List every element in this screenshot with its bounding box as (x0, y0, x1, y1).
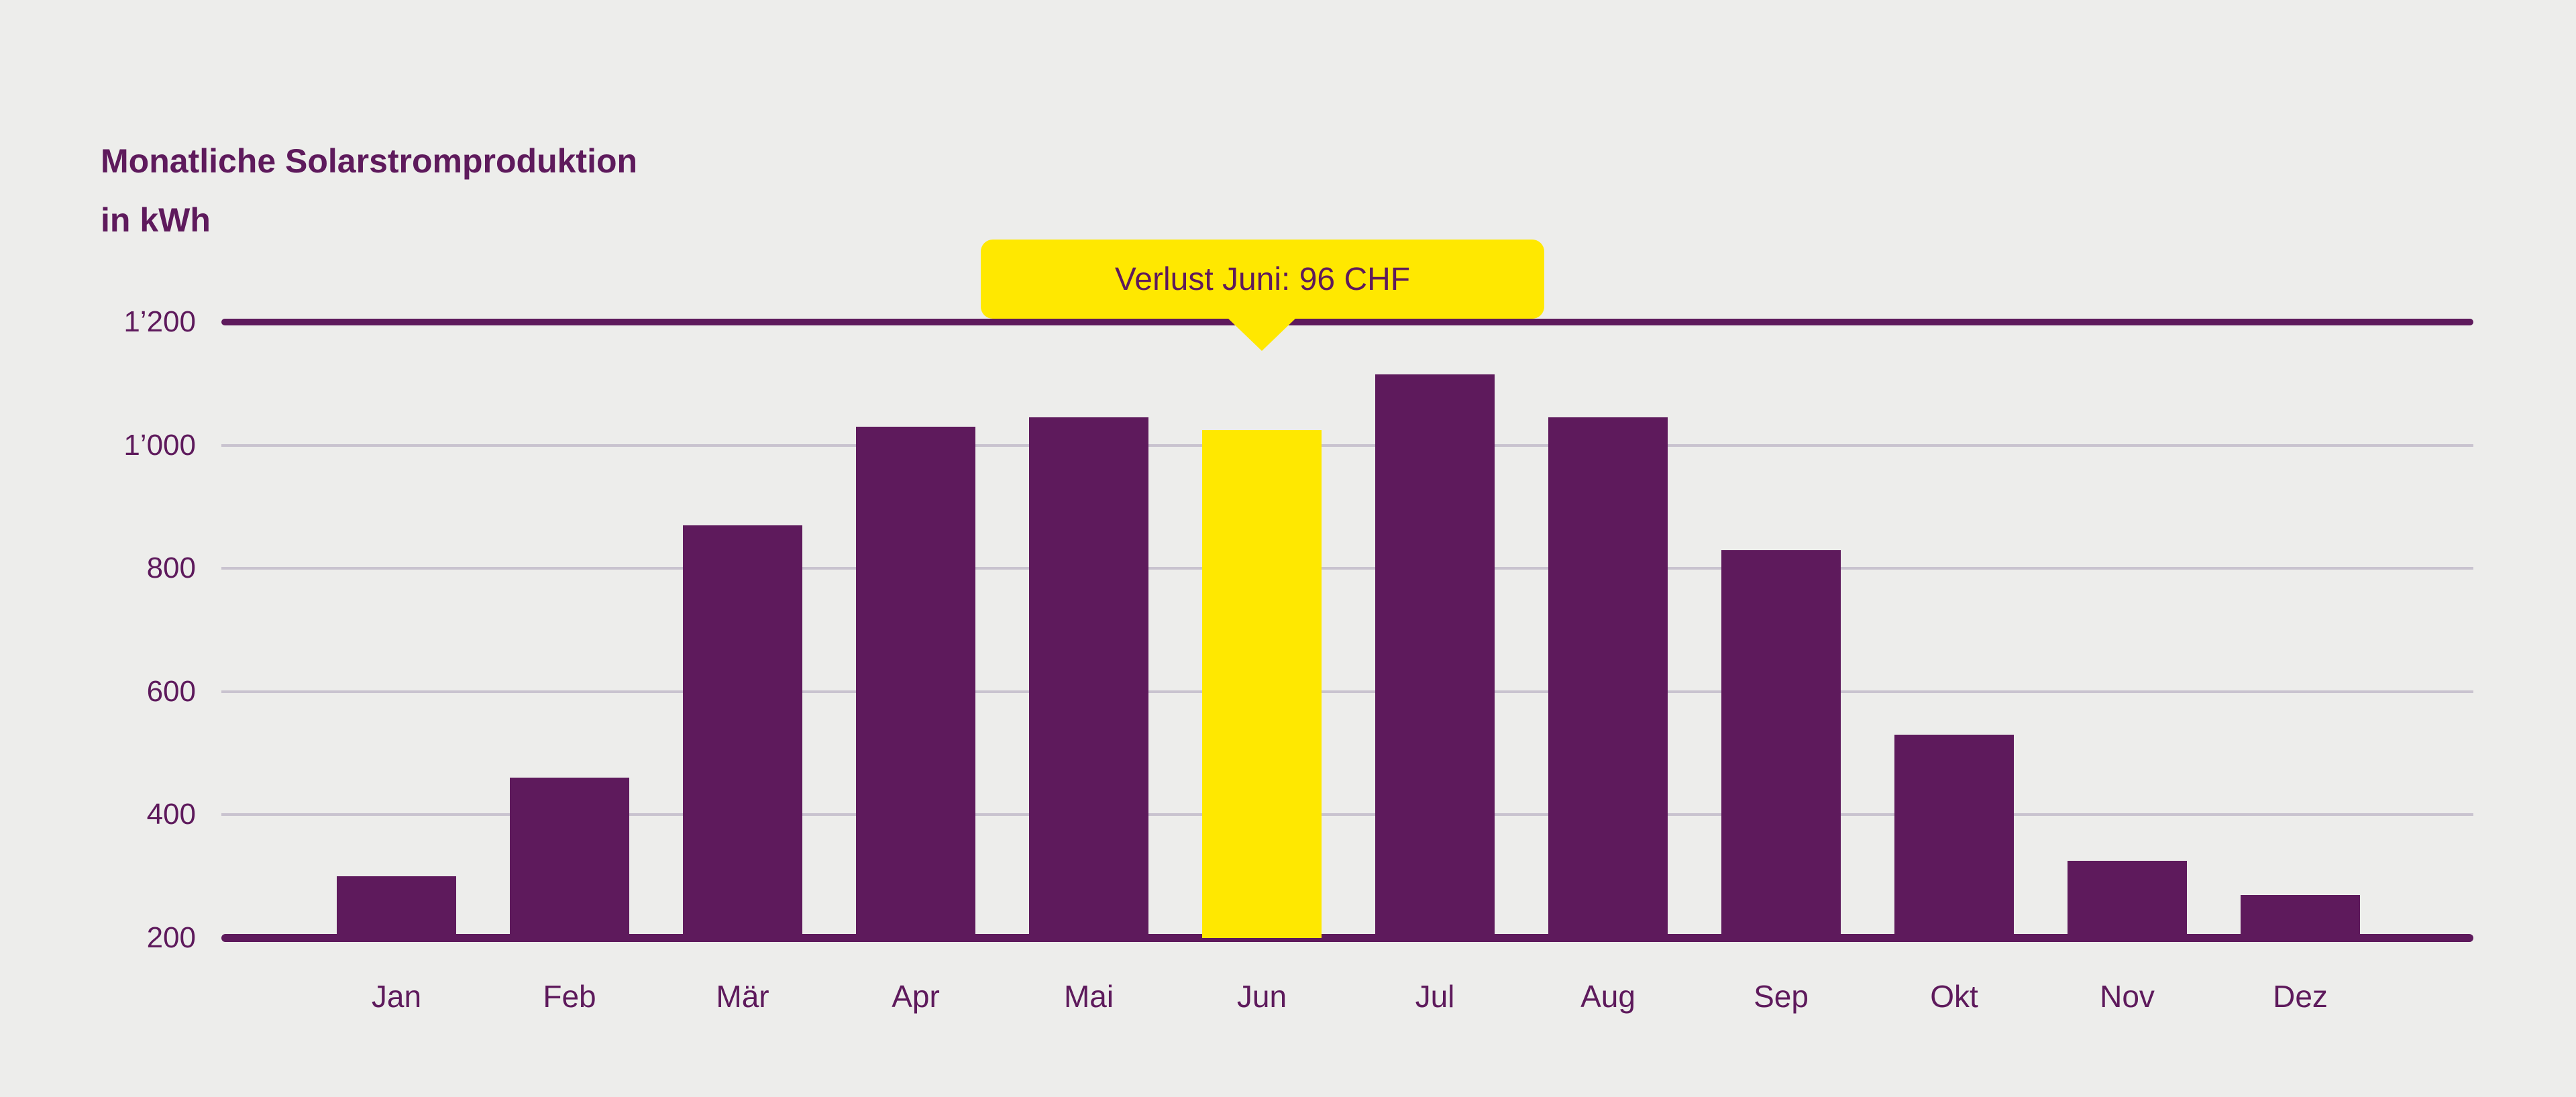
tooltip-text: Verlust Juni: 96 CHF (1114, 261, 1411, 297)
gridline-1000 (221, 443, 2473, 447)
bar-feb[interactable] (510, 778, 629, 938)
bar-jun[interactable] (1202, 429, 1322, 938)
gridline-400 (221, 813, 2473, 817)
bar-jul[interactable] (1375, 374, 1495, 938)
gridline-800 (221, 567, 2473, 570)
y-tick-label-1200: 1’200 (123, 305, 196, 338)
y-axis-labels: 200 400 600 800 1’000 1’200 (0, 0, 196, 1097)
x-tick-label-jun: Jun (1236, 979, 1287, 1014)
x-tick-label-nov: Nov (2100, 979, 2155, 1014)
bar-jan[interactable] (337, 876, 456, 938)
x-tick-label-mär: Mär (716, 979, 769, 1014)
y-tick-label-600: 600 (146, 674, 196, 708)
chart-title: Monatliche Solarstromproduktion in kWh (101, 132, 637, 250)
chart-title-line1: Monatliche Solarstromproduktion (101, 142, 638, 180)
bar-mai[interactable] (1029, 417, 1148, 938)
plot-area (221, 319, 2473, 942)
chart-title-line2: in kWh (101, 201, 211, 239)
x-axis-labels: Jan Feb Mär Apr Mai Jun Jul Aug Sep Okt Nov Dez (0, 974, 2576, 1021)
y-tick-label-200: 200 (146, 921, 196, 954)
bar-sep[interactable] (1721, 550, 1841, 938)
x-tick-label-dez: Dez (2273, 979, 2328, 1014)
gridline-600 (221, 690, 2473, 693)
bar-aug[interactable] (1548, 417, 1668, 938)
bar-nov[interactable] (2068, 861, 2187, 938)
y-tick-label-400: 400 (146, 798, 196, 831)
x-tick-label-apr: Apr (892, 979, 940, 1014)
y-tick-label-800: 800 (146, 552, 196, 585)
bar-okt[interactable] (1894, 735, 2014, 938)
tooltip-pointer-icon (1227, 317, 1297, 351)
x-tick-label-aug: Aug (1580, 979, 1635, 1014)
y-tick-label-1000: 1’000 (123, 428, 196, 462)
bar-mär[interactable] (683, 525, 802, 938)
x-tick-label-sep: Sep (1754, 979, 1809, 1014)
x-tick-label-feb: Feb (543, 979, 596, 1014)
gridline-1200 (221, 319, 2473, 325)
bar-dez[interactable] (2241, 894, 2360, 938)
x-tick-label-jan: Jan (371, 979, 422, 1014)
x-tick-label-mai: Mai (1063, 979, 1114, 1014)
x-tick-label-jul: Jul (1415, 979, 1455, 1014)
tooltip: Verlust Juni: 96 CHF (981, 240, 1544, 319)
x-tick-label-okt: Okt (1930, 979, 1978, 1014)
bar-apr[interactable] (856, 427, 975, 938)
